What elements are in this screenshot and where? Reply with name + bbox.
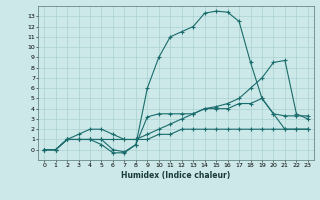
X-axis label: Humidex (Indice chaleur): Humidex (Indice chaleur) [121, 171, 231, 180]
